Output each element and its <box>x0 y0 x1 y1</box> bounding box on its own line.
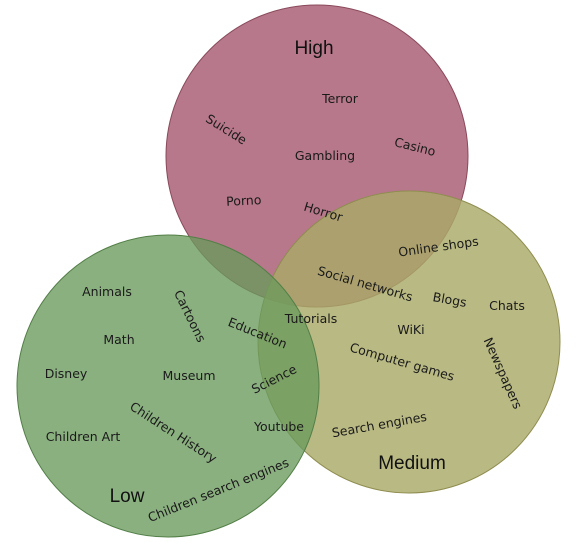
term-math: Math <box>103 332 134 347</box>
term-disney: Disney <box>45 366 88 381</box>
term-chats: Chats <box>489 298 525 313</box>
term-blogs: Blogs <box>432 289 468 310</box>
term-tutorials: Tutorials <box>284 311 337 326</box>
term-wiki: WiKi <box>397 322 424 337</box>
term-porno: Porno <box>226 192 262 209</box>
term-youtube: Youtube <box>253 419 304 434</box>
term-terror: Terror <box>321 91 359 106</box>
term-museum: Museum <box>162 368 215 383</box>
term-gambling: Gambling <box>295 148 355 163</box>
medium-label: Medium <box>378 453 446 474</box>
low-circle <box>16 234 320 538</box>
high-label: High <box>294 38 333 59</box>
term-children-art: Children Art <box>46 429 121 444</box>
low-label: Low <box>110 486 145 507</box>
term-animals: Animals <box>82 284 132 299</box>
